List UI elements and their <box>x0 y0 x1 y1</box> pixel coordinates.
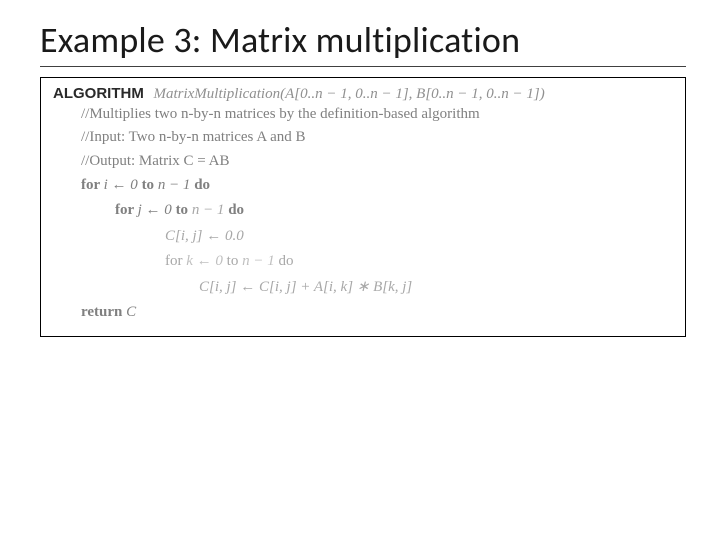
keyword-to: to <box>227 253 242 269</box>
loop-k: for k ← 0 to n − 1 do <box>165 249 673 275</box>
loop-j-var: j ← 0 <box>138 202 176 218</box>
keyword-do: do <box>228 202 244 218</box>
keyword-for: for <box>115 202 138 218</box>
keyword-do: do <box>194 177 210 193</box>
assign-line: C[i, j] ← C[i, j] + A[i, k] ∗ B[k, j] <box>199 275 673 301</box>
loop-j: for j ← 0 to n − 1 do <box>115 198 673 224</box>
keyword-to: to <box>142 177 158 193</box>
return-var: C <box>126 304 136 320</box>
algorithm-box: ALGORITHM MatrixMultiplication(A[0..n − … <box>40 77 686 337</box>
keyword-do: do <box>278 253 293 269</box>
slide: Example 3: Matrix multiplication ALGORIT… <box>0 0 720 540</box>
comment-input: //Input: Two n-by-n matrices A and B <box>81 126 673 149</box>
algorithm-signature: MatrixMultiplication(A[0..n − 1, 0..n − … <box>153 86 544 103</box>
algorithm-signature-line: ALGORITHM MatrixMultiplication(A[0..n − … <box>53 84 673 103</box>
keyword-for: for <box>81 177 104 193</box>
loop-j-bound: n − 1 <box>192 202 228 218</box>
return-line: return C <box>81 300 673 326</box>
comment-description: //Multiplies two n-by-n matrices by the … <box>81 103 673 126</box>
slide-title: Example 3: Matrix multiplication <box>40 18 686 67</box>
keyword-to: to <box>176 202 192 218</box>
keyword-for: for <box>165 253 186 269</box>
loop-k-var: k ← 0 <box>186 253 226 269</box>
loop-i-bound: n − 1 <box>158 177 194 193</box>
loop-i-var: i ← 0 <box>104 177 142 193</box>
algorithm-label: ALGORITHM <box>53 85 144 102</box>
loop-k-bound: n − 1 <box>242 253 278 269</box>
init-line: C[i, j] ← 0.0 <box>165 224 673 250</box>
comment-output: //Output: Matrix C = AB <box>81 150 673 173</box>
loop-i: for i ← 0 to n − 1 do <box>81 173 673 199</box>
keyword-return: return <box>81 304 126 320</box>
